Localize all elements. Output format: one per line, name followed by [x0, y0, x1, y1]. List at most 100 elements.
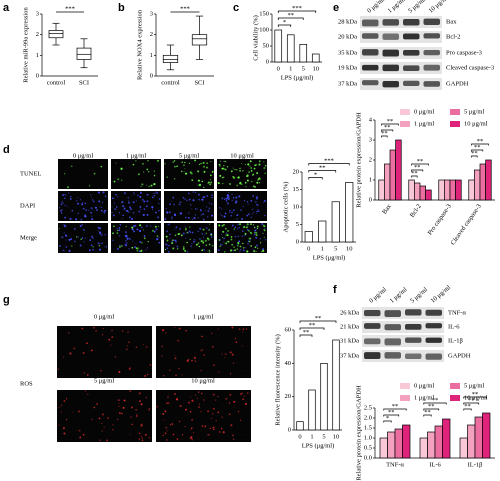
panel-letter: a: [3, 2, 10, 14]
cell: [188, 212, 190, 214]
cell: [239, 167, 241, 170]
y-tick-label: 2.5: [364, 404, 372, 411]
cell: [229, 249, 233, 252]
cell: [157, 192, 159, 194]
bar: [449, 179, 456, 201]
y-tick-label: 0.5: [364, 444, 372, 451]
cell: [156, 235, 159, 237]
blot-strip: [360, 62, 442, 74]
sig-label: **: [474, 144, 481, 151]
cell: [99, 439, 101, 441]
cell: [158, 198, 161, 201]
cell: [83, 241, 85, 243]
cell: [174, 326, 176, 328]
cell: [232, 196, 235, 199]
legend-swatch: [400, 383, 410, 389]
cell: [243, 200, 246, 202]
cell: [238, 195, 241, 198]
cell: [262, 249, 265, 252]
cell: [122, 214, 124, 217]
cell: [81, 202, 84, 204]
cell: [78, 410, 80, 413]
sig-bracket: [411, 163, 429, 166]
cell: [101, 242, 103, 244]
bar: [474, 416, 483, 459]
cell: [236, 218, 238, 220]
cell: [91, 235, 94, 238]
cell: [153, 194, 156, 197]
cell: [99, 231, 102, 234]
cell: [180, 170, 183, 173]
cell: [167, 223, 169, 226]
blot-band: [403, 80, 420, 87]
cell: [197, 230, 199, 233]
bar: [482, 412, 491, 459]
cell: [191, 399, 194, 402]
cell: [80, 238, 82, 240]
cell: [236, 248, 239, 250]
blot-band: [423, 33, 440, 39]
cell: [180, 234, 183, 237]
cell: [155, 211, 157, 214]
cell: [206, 195, 208, 197]
cell: [143, 235, 146, 237]
cell: [118, 234, 121, 237]
y-tick-label: 0: [266, 58, 269, 65]
cell: [79, 436, 82, 439]
cell: [201, 425, 204, 427]
cell: [135, 415, 138, 418]
cell: [129, 367, 131, 369]
blot-band: [405, 309, 422, 316]
cell: [210, 233, 213, 236]
cell: [218, 224, 221, 227]
cell: [192, 199, 195, 202]
cell: [125, 242, 128, 245]
bar: [467, 424, 476, 459]
cell: [133, 194, 135, 196]
cell: [112, 239, 114, 242]
cell: [129, 434, 131, 436]
cell: [165, 331, 167, 334]
cell: [98, 242, 101, 245]
cell: [78, 429, 81, 432]
cell: [134, 246, 137, 249]
x-tick-label: 10: [313, 65, 320, 72]
cell: [141, 242, 143, 244]
cell: [223, 240, 225, 242]
cell: [251, 208, 254, 211]
cell: [85, 209, 88, 212]
cell: [64, 204, 66, 207]
cell: [178, 367, 180, 370]
blot-band: [425, 309, 442, 316]
row-label: DAPI: [20, 202, 35, 209]
cell: [169, 369, 171, 371]
cell: [231, 326, 234, 329]
cell: [197, 405, 200, 409]
cell: [119, 412, 121, 415]
cell: [144, 375, 147, 377]
cell: [199, 238, 201, 240]
blot-band: [382, 49, 399, 57]
cell: [139, 240, 142, 243]
cell: [171, 423, 174, 425]
cell: [90, 349, 93, 352]
cell: [263, 161, 265, 163]
cell: [112, 429, 114, 431]
cell: [171, 216, 173, 219]
cell: [90, 244, 93, 247]
column-label: 1 μg/ml: [126, 152, 146, 159]
cell: [202, 213, 205, 216]
cell: [68, 238, 71, 241]
cell: [129, 208, 132, 211]
cell: [164, 162, 166, 165]
cell: [210, 181, 213, 184]
cell: [74, 228, 76, 230]
cell: [136, 414, 138, 416]
column-label: 1 μg/ml: [193, 313, 213, 320]
cell: [145, 205, 148, 208]
cell: [162, 412, 165, 415]
column-label: 0 μg/ml: [73, 152, 93, 159]
cell: [170, 200, 172, 202]
cell: [241, 162, 243, 164]
x-tick-label: Pro caspase-3: [427, 203, 453, 236]
